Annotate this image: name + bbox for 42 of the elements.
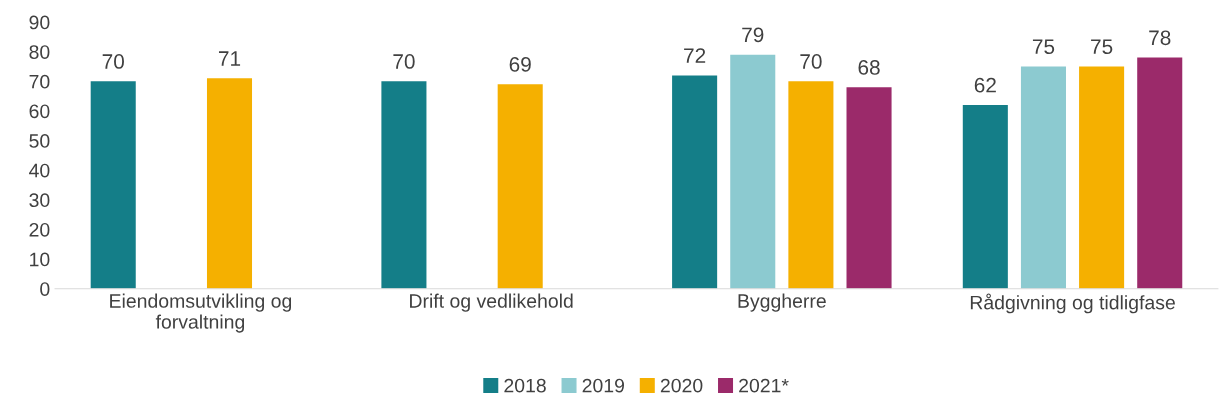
y-tick-label: 30 bbox=[29, 193, 50, 208]
legend-label: 2021* bbox=[739, 378, 789, 393]
y-tick-label: 50 bbox=[29, 134, 50, 148]
bar bbox=[1020, 66, 1066, 289]
x-tick-label: Byggherre bbox=[738, 293, 826, 312]
y-tick-label: 90 bbox=[29, 15, 50, 30]
data-label: 70 bbox=[800, 54, 822, 69]
data-label: 70 bbox=[393, 54, 415, 69]
legend-label: 2019 bbox=[582, 378, 624, 393]
y-tick-label: 10 bbox=[30, 252, 50, 267]
y-tick-label: 60 bbox=[29, 104, 50, 119]
bar bbox=[672, 75, 718, 289]
bar bbox=[90, 81, 136, 289]
data-label: 70 bbox=[102, 54, 124, 69]
data-label: 75 bbox=[1091, 39, 1113, 55]
data-label: 75 bbox=[1032, 39, 1055, 55]
x-tick-label: Rådgivning og tidligfase bbox=[970, 293, 1175, 314]
legend-label: 2020 bbox=[660, 378, 703, 393]
data-label: 69 bbox=[509, 57, 531, 72]
bar bbox=[962, 105, 1008, 289]
x-tick-label: Drift og vedlikehold bbox=[410, 293, 573, 312]
legend-label: 2018 bbox=[504, 378, 546, 393]
bar bbox=[497, 84, 543, 289]
y-tick-label: 20 bbox=[29, 222, 50, 237]
bar bbox=[1079, 66, 1125, 289]
y-tick-label: 40 bbox=[29, 163, 50, 178]
y-tick-label: 80 bbox=[29, 45, 50, 59]
bar bbox=[730, 54, 776, 289]
bar bbox=[846, 87, 892, 289]
y-tick-label: 70 bbox=[29, 74, 50, 89]
data-label: 62 bbox=[974, 77, 996, 93]
data-label: 78 bbox=[1149, 30, 1171, 46]
data-label: 72 bbox=[684, 48, 706, 63]
data-label: 71 bbox=[218, 51, 241, 66]
bar bbox=[1137, 57, 1183, 289]
y-tick-label: 0 bbox=[40, 282, 50, 296]
bar bbox=[206, 78, 253, 289]
x-tick-label: Eiendomsutvikling og forvaltning bbox=[110, 293, 292, 333]
bar bbox=[788, 81, 834, 289]
bar bbox=[381, 81, 427, 289]
data-label: 68 bbox=[858, 60, 880, 75]
data-label: 79 bbox=[742, 27, 764, 43]
